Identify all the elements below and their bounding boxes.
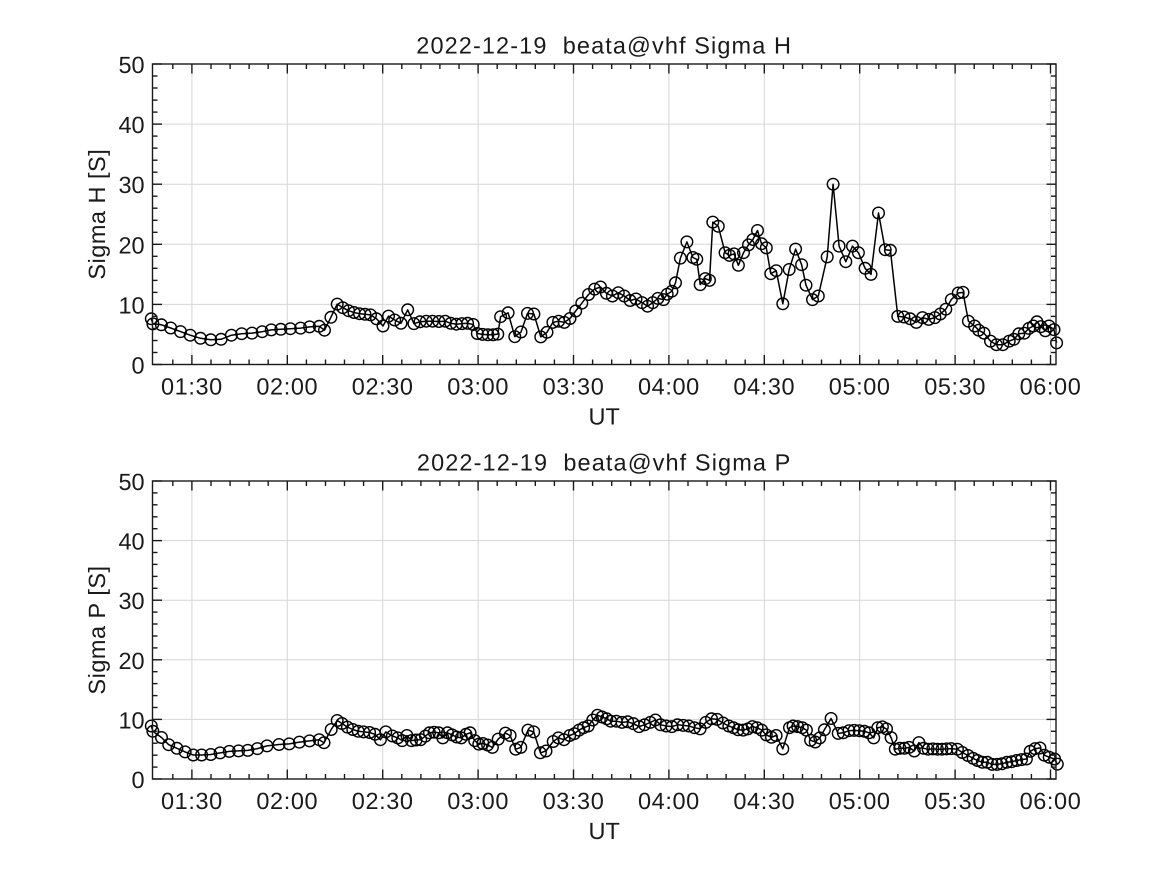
svg-text:02:30: 02:30 bbox=[352, 374, 414, 400]
svg-text:0: 0 bbox=[132, 353, 145, 379]
svg-text:Sigma P [S]: Sigma P [S] bbox=[84, 565, 110, 694]
svg-text:02:30: 02:30 bbox=[352, 788, 414, 814]
svg-text:30: 30 bbox=[118, 172, 144, 198]
svg-text:05:30: 05:30 bbox=[924, 788, 986, 814]
svg-text:02:00: 02:00 bbox=[256, 374, 318, 400]
svg-text:02:00: 02:00 bbox=[256, 788, 318, 814]
svg-text:2022-12-19 beata@vhf Sigma H: 2022-12-19 beata@vhf Sigma H bbox=[416, 33, 792, 59]
svg-text:20: 20 bbox=[118, 648, 144, 674]
svg-text:03:30: 03:30 bbox=[543, 788, 605, 814]
svg-text:04:00: 04:00 bbox=[638, 788, 700, 814]
svg-text:UT: UT bbox=[589, 404, 620, 430]
svg-text:40: 40 bbox=[118, 529, 144, 555]
svg-text:06:00: 06:00 bbox=[1020, 788, 1082, 814]
svg-text:Sigma H [S]: Sigma H [S] bbox=[84, 149, 110, 280]
svg-text:05:00: 05:00 bbox=[829, 788, 891, 814]
svg-text:10: 10 bbox=[118, 292, 144, 318]
svg-text:40: 40 bbox=[118, 112, 144, 138]
svg-text:0: 0 bbox=[132, 767, 145, 793]
svg-text:05:30: 05:30 bbox=[924, 374, 986, 400]
svg-text:05:00: 05:00 bbox=[829, 374, 891, 400]
svg-text:01:30: 01:30 bbox=[161, 374, 223, 400]
svg-text:06:00: 06:00 bbox=[1020, 374, 1082, 400]
svg-text:20: 20 bbox=[118, 232, 144, 258]
svg-text:2022-12-19 beata@vhf Sigma P: 2022-12-19 beata@vhf Sigma P bbox=[417, 450, 792, 476]
svg-text:30: 30 bbox=[118, 588, 144, 614]
svg-text:50: 50 bbox=[118, 469, 144, 495]
svg-text:01:30: 01:30 bbox=[161, 788, 223, 814]
svg-text:03:30: 03:30 bbox=[543, 374, 605, 400]
svg-text:04:30: 04:30 bbox=[733, 788, 795, 814]
svg-text:04:30: 04:30 bbox=[733, 374, 795, 400]
svg-text:10: 10 bbox=[118, 707, 144, 733]
svg-text:04:00: 04:00 bbox=[638, 374, 700, 400]
svg-text:03:00: 03:00 bbox=[447, 788, 509, 814]
svg-text:50: 50 bbox=[118, 52, 144, 78]
svg-text:UT: UT bbox=[589, 818, 620, 844]
svg-text:03:00: 03:00 bbox=[447, 374, 509, 400]
